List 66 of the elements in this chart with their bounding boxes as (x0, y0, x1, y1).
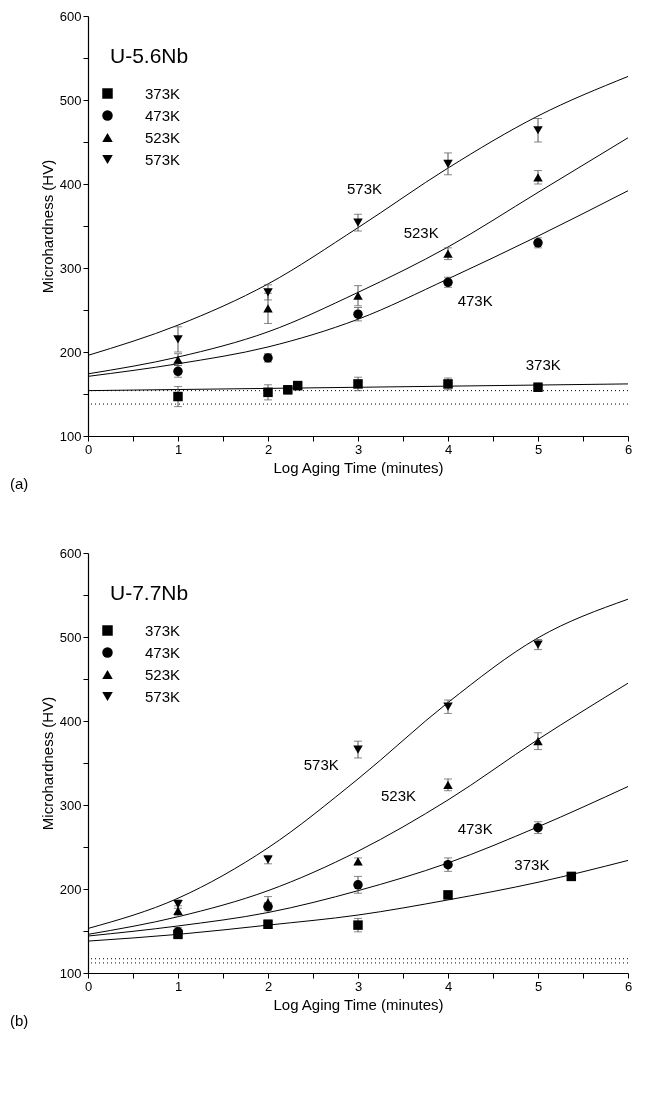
x-tick-label: 4 (444, 441, 453, 457)
y-axis-title: Microhardness (HV) (38, 696, 56, 831)
y-tick-label: 100 (59, 428, 82, 444)
point (263, 288, 273, 297)
point (443, 249, 453, 258)
annotation: 373K (514, 856, 550, 874)
y-tick-label: 400 (59, 176, 82, 192)
x-tick-label: 6 (624, 978, 633, 994)
legend-label: 573K (145, 150, 181, 168)
y-tick-label: 500 (59, 92, 82, 108)
y-tick-label: 600 (59, 545, 82, 561)
annotation: 523K (380, 786, 417, 804)
point (533, 173, 543, 182)
legend-label: 473K (145, 643, 181, 661)
point (443, 780, 453, 789)
point (173, 335, 183, 344)
point (443, 159, 453, 168)
legend-label: 573K (145, 687, 181, 705)
point (566, 871, 577, 882)
point (443, 890, 453, 900)
x-tick-label: 1 (174, 441, 183, 457)
text: (a) (10, 475, 29, 492)
annotation: 573K (346, 180, 382, 198)
y-tick-label: 300 (59, 260, 82, 276)
point (353, 291, 363, 300)
annotation: 373K (525, 355, 561, 373)
x-tick-label: 0 (84, 978, 93, 994)
annotation: 523K (403, 223, 439, 241)
y-tick-label: 300 (59, 797, 82, 813)
x-tick-label: 5 (534, 441, 543, 457)
y-tick-label: 200 (59, 344, 82, 360)
legend-label: 523K (145, 128, 181, 146)
text: U-5.6Nb (110, 44, 189, 67)
point (533, 382, 543, 393)
point (263, 919, 273, 930)
legend-label: 473K (145, 106, 181, 124)
annotation: 573K (303, 755, 339, 773)
x-tick-label: 6 (624, 441, 633, 457)
x-tick-label: 0 (84, 441, 93, 457)
annotation: 473K (457, 291, 493, 309)
legend-label: 373K (145, 84, 181, 102)
y-tick-label: 200 (59, 881, 82, 897)
x-tick-label: 3 (354, 441, 363, 457)
y-tick-label: 600 (59, 8, 82, 24)
legend-label: 373K (145, 621, 181, 639)
x-tick-label: 4 (444, 978, 453, 994)
text: (b) (10, 1012, 29, 1029)
point (533, 737, 543, 746)
text: U-7.7Nb (110, 581, 189, 604)
annotation: 473K (457, 820, 493, 838)
legend-label: 523K (145, 665, 181, 683)
x-axis-title: Log Aging Time (minutes) (273, 995, 444, 1013)
point (353, 745, 363, 754)
point (173, 391, 183, 402)
y-tick-label: 500 (59, 629, 82, 645)
x-tick-label: 5 (534, 978, 543, 994)
point (353, 880, 363, 890)
x-tick-label: 1 (174, 978, 183, 994)
x-axis-title: Log Aging Time (minutes) (273, 458, 444, 476)
point (533, 126, 543, 135)
y-tick-label: 100 (59, 965, 82, 981)
y-tick-label: 400 (59, 713, 82, 729)
y-axis-title: Microhardness (HV) (38, 159, 56, 294)
x-tick-label: 2 (264, 441, 273, 457)
x-tick-label: 3 (354, 978, 363, 994)
x-tick-label: 2 (264, 978, 273, 994)
